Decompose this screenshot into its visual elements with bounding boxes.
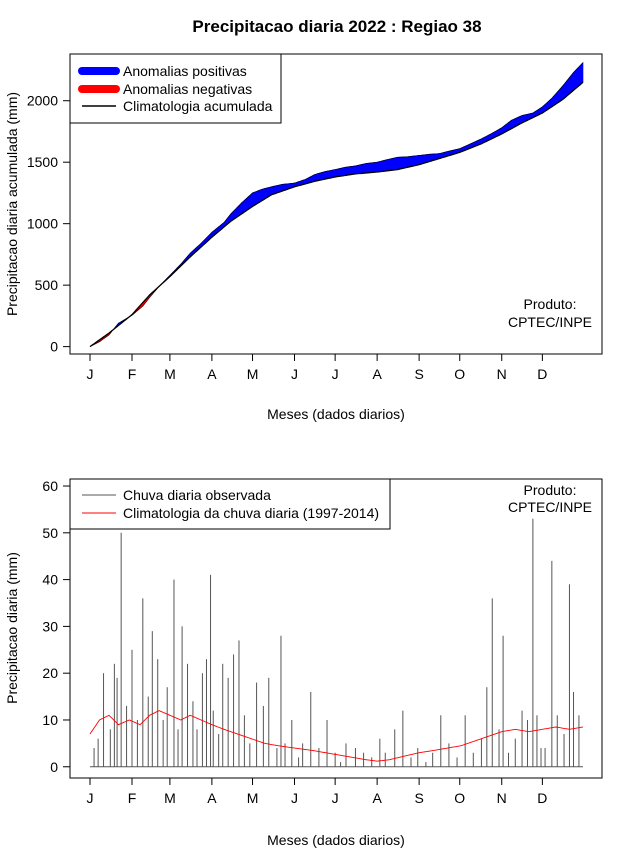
y-axis: 0 500 1000 1500 2000	[27, 93, 71, 355]
x-axis-label: Meses (dados diarios)	[267, 406, 405, 422]
x-tick-label: J	[87, 366, 94, 382]
x-tick-label: J	[87, 790, 94, 806]
legend-box	[69, 478, 391, 530]
x-tick-label: M	[164, 366, 176, 382]
legend-label-observed: Chuva diaria observada	[123, 487, 271, 503]
y-tick-label: 2000	[27, 93, 58, 109]
daily-chart: 0 10 20 30 40 50 60 J F M A M J J A S O N D Meses (dados …	[4, 478, 603, 848]
x-tick-label: J	[332, 790, 339, 806]
x-tick-label: F	[128, 366, 137, 382]
legend-label-climatology: Climatologia acumulada	[123, 98, 273, 114]
legend-label-positive: Anomalias positivas	[123, 63, 247, 79]
y-tick-label: 0	[50, 339, 58, 355]
y-tick-label: 10	[42, 712, 58, 728]
y-tick-label: 30	[42, 618, 58, 634]
y-tick-label: 50	[42, 525, 58, 541]
x-tick-label: J	[332, 366, 339, 382]
x-tick-label: M	[247, 366, 259, 382]
y-tick-label: 60	[42, 478, 58, 494]
cumulative-chart: 0 500 1000 1500 2000 J F M A M J J A S O N D Meses (dad…	[4, 53, 603, 422]
x-tick-label: D	[537, 790, 547, 806]
x-tick-label: N	[497, 790, 507, 806]
legend-label-climatology: Climatologia da chuva diaria (1997-2014)	[123, 505, 379, 521]
figure-title: Precipitacao diaria 2022 : Regiao 38	[192, 17, 481, 36]
positive-anomaly-segment	[581, 61, 584, 85]
credit-line-1: Produto:	[524, 482, 577, 498]
x-tick-label: A	[207, 790, 217, 806]
series-line-layer	[89, 62, 584, 348]
x-tick-label: M	[247, 790, 259, 806]
x-tick-label: J	[291, 366, 298, 382]
legend: Chuva diaria observada Climatologia da c…	[69, 478, 391, 530]
climatology-daily-line	[89, 710, 584, 762]
x-tick-label: O	[454, 366, 465, 382]
y-tick-label: 0	[50, 759, 58, 775]
x-tick-label: S	[414, 366, 423, 382]
x-tick-label: S	[414, 790, 423, 806]
climatology-cumulative-line	[89, 81, 584, 348]
legend-label-negative: Anomalias negativas	[123, 81, 252, 97]
y-axis-label: Precipitacao diaria (mm)	[4, 552, 20, 704]
y-tick-label: 1000	[27, 216, 58, 232]
x-tick-label: M	[164, 790, 176, 806]
observed-cumulative-line	[89, 62, 584, 347]
x-tick-label: A	[372, 790, 382, 806]
x-tick-label: J	[291, 790, 298, 806]
y-axis-label: Precipitacao diaria acumulada (mm)	[4, 92, 20, 316]
daily-bars-layer	[90, 518, 583, 768]
y-axis: 0 10 20 30 40 50 60	[42, 478, 71, 775]
x-tick-label: N	[497, 366, 507, 382]
credit-line-1: Produto:	[524, 296, 577, 312]
x-tick-label: D	[537, 366, 547, 382]
climatology-line-layer	[89, 710, 584, 762]
x-tick-label: A	[207, 366, 217, 382]
y-tick-label: 500	[35, 277, 59, 293]
y-tick-label: 20	[42, 665, 58, 681]
legend: Anomalias positivas Anomalias negativas …	[69, 53, 282, 124]
x-axis-label: Meses (dados diarios)	[267, 832, 405, 848]
x-tick-label: A	[372, 366, 382, 382]
x-tick-label: F	[128, 790, 137, 806]
credit-line-2: CPTEC/INPE	[508, 314, 592, 330]
y-tick-label: 40	[42, 572, 58, 588]
credit-line-2: CPTEC/INPE	[508, 499, 592, 515]
x-tick-label: O	[454, 790, 465, 806]
y-tick-label: 1500	[27, 154, 58, 170]
